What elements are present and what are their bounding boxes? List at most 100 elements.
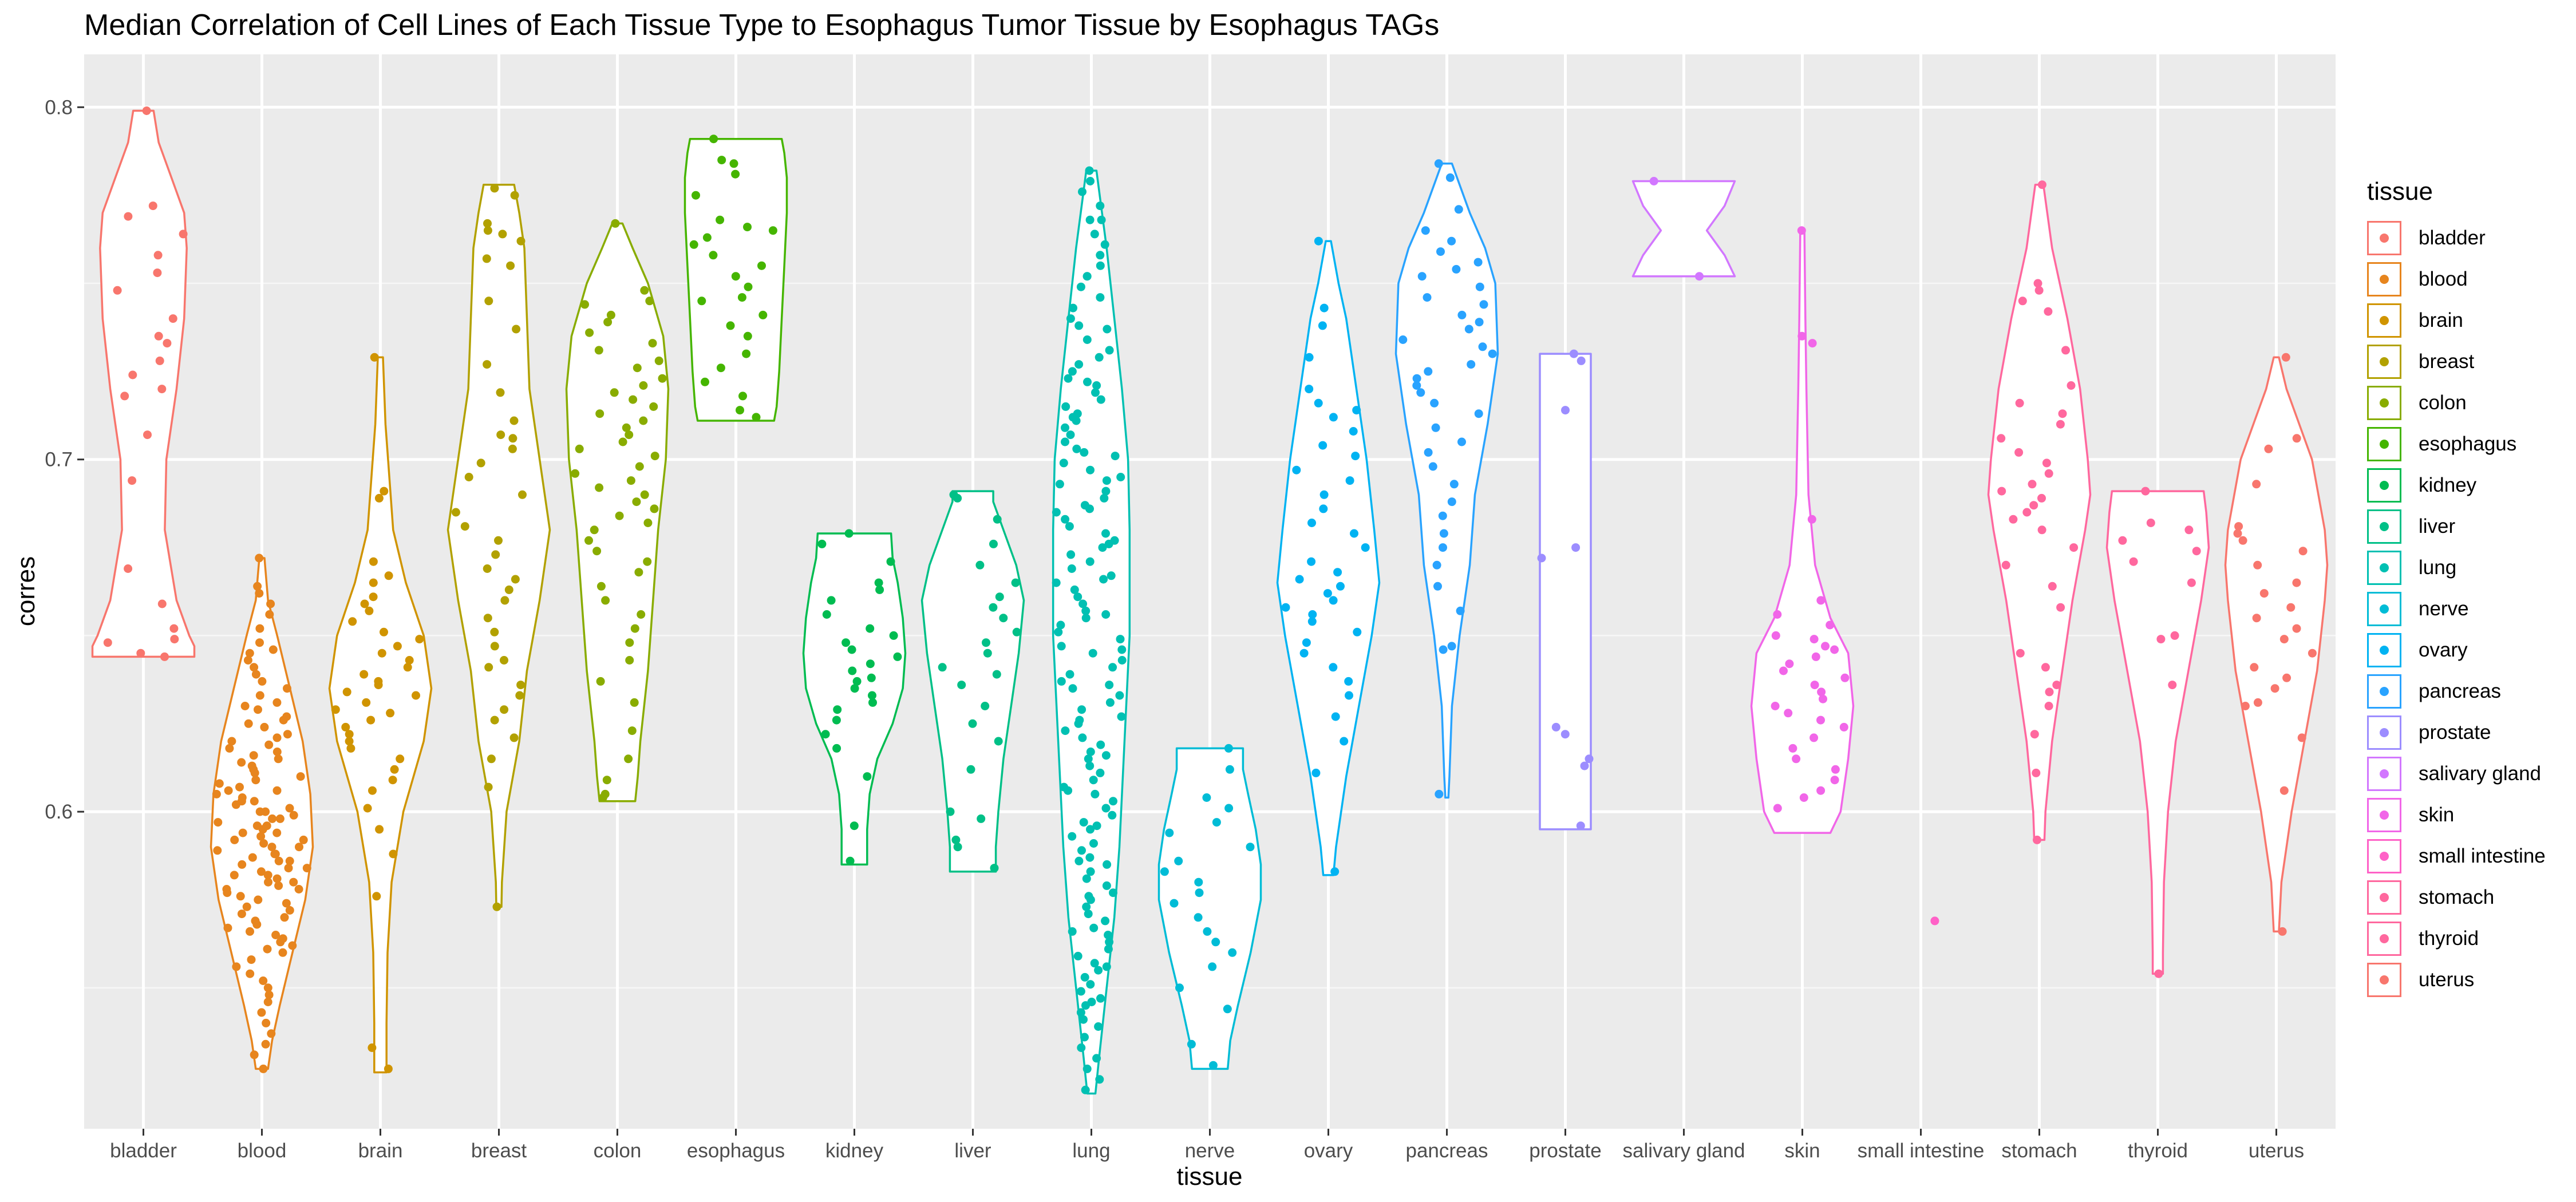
data-point [850, 821, 859, 831]
x-tick-label: brain [358, 1140, 403, 1162]
data-point [1080, 972, 1089, 982]
violin-uterus [2224, 356, 2329, 933]
data-point [369, 578, 378, 587]
data-point [1195, 888, 1204, 897]
data-point [1096, 768, 1105, 777]
data-point [1799, 793, 1808, 802]
data-point [1074, 321, 1084, 330]
data-point [1100, 240, 1109, 249]
data-point [1052, 578, 1061, 587]
data-point [624, 754, 633, 764]
data-point [595, 483, 604, 492]
data-point [1057, 642, 1066, 651]
data-point [1810, 681, 1819, 690]
data-point [285, 906, 294, 915]
legend-item: small intestine [2367, 836, 2546, 877]
legend-dot [2380, 769, 2389, 778]
data-point [1299, 649, 1309, 658]
violin-salivary-gland [1631, 180, 1736, 278]
legend-item: pancreas [2367, 671, 2546, 712]
legend-dot [2380, 646, 2389, 655]
data-point [1433, 582, 1442, 591]
data-point [863, 772, 872, 781]
data-point [1081, 606, 1091, 615]
data-point [1102, 881, 1111, 890]
data-point [498, 230, 507, 239]
legend-label: esophagus [2419, 433, 2517, 455]
data-point [2033, 279, 2042, 288]
data-point [632, 497, 641, 507]
data-point [1816, 715, 1825, 725]
data-point [1649, 177, 1658, 185]
data-point [2052, 681, 2061, 690]
legend-item: bladder [2367, 218, 2546, 259]
legend-item: esophagus [2367, 424, 2546, 465]
legend-label: uterus [2419, 968, 2475, 991]
data-point [1094, 1022, 1103, 1031]
data-point [1056, 620, 1065, 630]
x-tick-label: skin [1784, 1140, 1820, 1162]
x-tick-label: kidney [825, 1140, 884, 1162]
data-point [1305, 385, 1314, 394]
data-point [1224, 744, 1233, 753]
data-point [1361, 543, 1370, 552]
data-point [2156, 635, 2166, 644]
data-point [1085, 166, 1094, 175]
data-point [736, 406, 744, 415]
data-point [1464, 325, 1473, 334]
data-point [365, 606, 374, 615]
data-point [263, 998, 272, 1006]
data-point [1695, 272, 1704, 281]
data-point [737, 293, 746, 302]
data-point [1398, 335, 1408, 344]
data-point [1057, 677, 1066, 686]
data-point [2282, 673, 2291, 682]
data-point [596, 677, 605, 686]
data-point [1228, 948, 1237, 957]
data-point [1061, 423, 1069, 432]
data-point [1088, 649, 1097, 658]
data-point [388, 776, 397, 785]
data-point [630, 698, 639, 707]
data-point [639, 381, 648, 390]
data-point [1074, 856, 1084, 865]
data-point [375, 825, 384, 834]
data-point [1103, 325, 1112, 334]
data-point [850, 684, 859, 693]
data-point [276, 938, 285, 947]
data-point [403, 663, 412, 672]
data-point [1082, 335, 1092, 344]
data-point [953, 493, 962, 503]
data-point [1102, 962, 1111, 971]
data-point [611, 219, 620, 228]
data-point [2009, 515, 2018, 524]
data-point [1292, 465, 1301, 475]
legend-label: skin [2419, 804, 2455, 826]
data-point [1086, 980, 1095, 989]
legend-dot [2380, 934, 2389, 943]
data-point [2041, 663, 2050, 672]
data-point [1065, 670, 1074, 679]
data-point [2253, 560, 2262, 570]
data-point [227, 737, 236, 746]
data-point [2264, 444, 2273, 453]
data-point [1797, 226, 1806, 235]
data-point [634, 568, 643, 577]
data-point [575, 444, 584, 453]
data-point [516, 236, 526, 246]
data-point [1323, 589, 1332, 598]
data-point [1212, 818, 1221, 827]
data-point [758, 310, 768, 319]
data-point [245, 649, 254, 658]
data-point [264, 740, 274, 749]
data-point [504, 585, 513, 594]
data-point [1438, 511, 1447, 520]
data-point [235, 782, 244, 792]
data-point [2184, 525, 2194, 535]
data-point [1100, 493, 1109, 503]
legend-item: lung [2367, 547, 2546, 588]
data-point [1475, 282, 1484, 291]
data-point [571, 469, 580, 478]
x-tick-label: uterus [2249, 1140, 2304, 1162]
